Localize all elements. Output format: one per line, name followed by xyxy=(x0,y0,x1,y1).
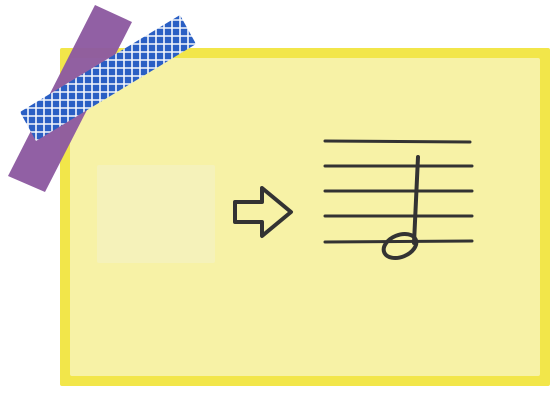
right-arrow-icon xyxy=(233,186,293,238)
flashcard-paper xyxy=(70,58,540,376)
tape xyxy=(8,5,196,192)
music-staff xyxy=(323,139,474,244)
flashcard xyxy=(60,48,550,386)
blank-answer-box xyxy=(97,165,215,263)
half-note-icon xyxy=(381,155,420,261)
staff-line-5 xyxy=(323,239,474,244)
staff-line-1 xyxy=(323,139,472,144)
note-stem xyxy=(412,155,420,245)
blue-plaid-tape xyxy=(20,15,196,141)
